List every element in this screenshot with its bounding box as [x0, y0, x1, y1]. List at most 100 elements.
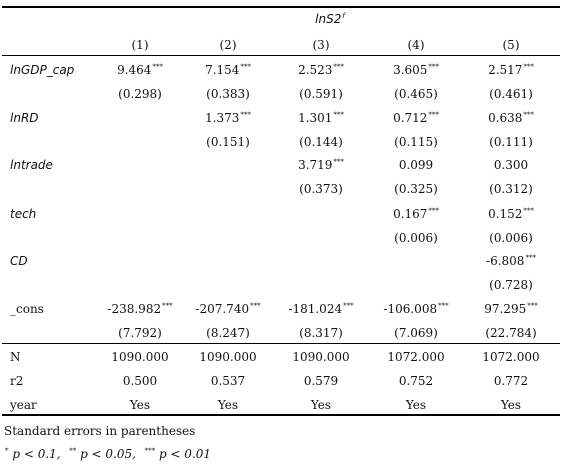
bottom-rule — [2, 414, 560, 416]
coef-value: 0.712 — [393, 111, 428, 125]
significance-stars: *** — [333, 63, 344, 71]
significance-stars: *** — [428, 63, 439, 71]
coef-value: -181.024 — [288, 302, 343, 316]
std-error-cell: (8.317) — [299, 326, 343, 340]
coef-value: 3.719 — [298, 158, 333, 172]
significance-stars: *** — [527, 302, 538, 310]
stat-value: 1090.000 — [199, 350, 257, 364]
std-error-cell: (0.144) — [299, 135, 343, 149]
stat-value: 1072.000 — [387, 350, 445, 364]
column-header: (1) — [131, 38, 149, 52]
coef-cell: 9.464*** — [90, 63, 190, 77]
column-header: (2) — [219, 38, 237, 52]
stat-value: Yes — [129, 398, 151, 412]
std-error-cell: (0.465) — [394, 87, 438, 101]
significance-stars: *** — [343, 302, 354, 310]
significance-stars: *** — [428, 111, 439, 119]
significance-stars: *** — [438, 302, 449, 310]
coef-value: 0.638 — [488, 111, 523, 125]
coef-cell: 2.523*** — [271, 63, 371, 77]
p-threshold-1: p < 0.1, — [12, 447, 61, 461]
stat-value: 0.772 — [493, 374, 529, 388]
std-error-cell: (0.591) — [299, 87, 343, 101]
stat-value: Yes — [500, 398, 522, 412]
coef-value: -106.008 — [383, 302, 438, 316]
significance-stars: *** — [525, 254, 536, 262]
significance-stars: *** — [523, 111, 534, 119]
coef-cell: 1.373*** — [178, 111, 278, 125]
std-error-cell: (7.069) — [394, 326, 438, 340]
coef-cell: -106.008*** — [366, 302, 466, 316]
stats-rule — [2, 343, 560, 344]
coef-cell: -6.808*** — [461, 254, 561, 268]
column-header: (4) — [407, 38, 425, 52]
stat-value: 1090.000 — [292, 350, 350, 364]
coef-cell: -181.024*** — [271, 302, 371, 316]
std-error-cell: (8.247) — [206, 326, 250, 340]
coef-value: 7.154 — [205, 63, 240, 77]
std-error-cell: (0.373) — [299, 182, 343, 196]
row-label: CD — [10, 254, 28, 268]
coef-value: 3.605 — [393, 63, 428, 77]
std-error-cell: (0.006) — [394, 231, 438, 245]
coef-cell: -238.982*** — [90, 302, 190, 316]
significance-stars: *** — [523, 207, 534, 215]
coef-cell: 0.167*** — [366, 207, 466, 221]
std-error-cell: (0.728) — [489, 278, 533, 292]
std-error-cell: (0.006) — [489, 231, 533, 245]
stat-label: year — [10, 398, 37, 412]
p-threshold-3: p < 0.01 — [158, 447, 212, 461]
std-error-cell: (7.792) — [118, 326, 162, 340]
coef-cell: 7.154*** — [178, 63, 278, 77]
coef-value: 0.099 — [398, 158, 434, 172]
coef-cell: 2.517*** — [461, 63, 561, 77]
header-rule — [2, 55, 560, 56]
std-error-cell: (0.115) — [394, 135, 438, 149]
std-error-cell: (0.312) — [489, 182, 533, 196]
star-1: * — [5, 447, 9, 455]
coef-cell: 3.605*** — [366, 63, 466, 77]
top-rule — [2, 6, 560, 8]
significance-stars: *** — [333, 111, 344, 119]
stat-value: Yes — [217, 398, 239, 412]
coef-cell: 0.099 — [366, 158, 466, 172]
stat-value: 0.579 — [303, 374, 339, 388]
coef-cell: 0.300 — [461, 158, 561, 172]
row-label: lnGDP_cap — [10, 63, 75, 77]
significance-stars: *** — [333, 158, 344, 166]
stat-value: 1090.000 — [111, 350, 169, 364]
row-label: lnRD — [10, 111, 39, 125]
coef-cell: 0.638*** — [461, 111, 561, 125]
stat-value: Yes — [310, 398, 332, 412]
row-label: _cons — [10, 302, 44, 316]
coef-cell: -207.740*** — [178, 302, 278, 316]
std-error-cell: (0.111) — [489, 135, 533, 149]
stat-value: 0.500 — [122, 374, 158, 388]
stat-value: 0.537 — [210, 374, 246, 388]
std-error-cell: (0.461) — [489, 87, 533, 101]
coef-value: 1.301 — [298, 111, 333, 125]
row-label: tech — [10, 207, 37, 221]
note-significance: * p < 0.1, ** p < 0.05, *** p < 0.01 — [4, 447, 211, 461]
coef-value: -238.982 — [107, 302, 162, 316]
significance-stars: *** — [523, 63, 534, 71]
coef-value: 97.295 — [484, 302, 527, 316]
note-standard-errors: Standard errors in parentheses — [4, 424, 196, 438]
stat-value: 0.752 — [398, 374, 434, 388]
coef-cell: 3.719*** — [271, 158, 371, 172]
std-error-cell: (0.298) — [118, 87, 162, 101]
coef-value: 0.152 — [488, 207, 523, 221]
coef-value: 1.373 — [205, 111, 240, 125]
coef-value: 9.464 — [117, 63, 152, 77]
stat-value: Yes — [405, 398, 427, 412]
stat-value: 1072.000 — [482, 350, 540, 364]
coef-cell: 0.712*** — [366, 111, 466, 125]
std-error-cell: (0.383) — [206, 87, 250, 101]
significance-stars: *** — [152, 63, 163, 71]
significance-stars: *** — [240, 63, 251, 71]
significance-stars: *** — [240, 111, 251, 119]
significance-stars: *** — [428, 207, 439, 215]
coef-value: 0.300 — [493, 158, 529, 172]
stat-label: r2 — [10, 374, 24, 388]
std-error-cell: (0.325) — [394, 182, 438, 196]
